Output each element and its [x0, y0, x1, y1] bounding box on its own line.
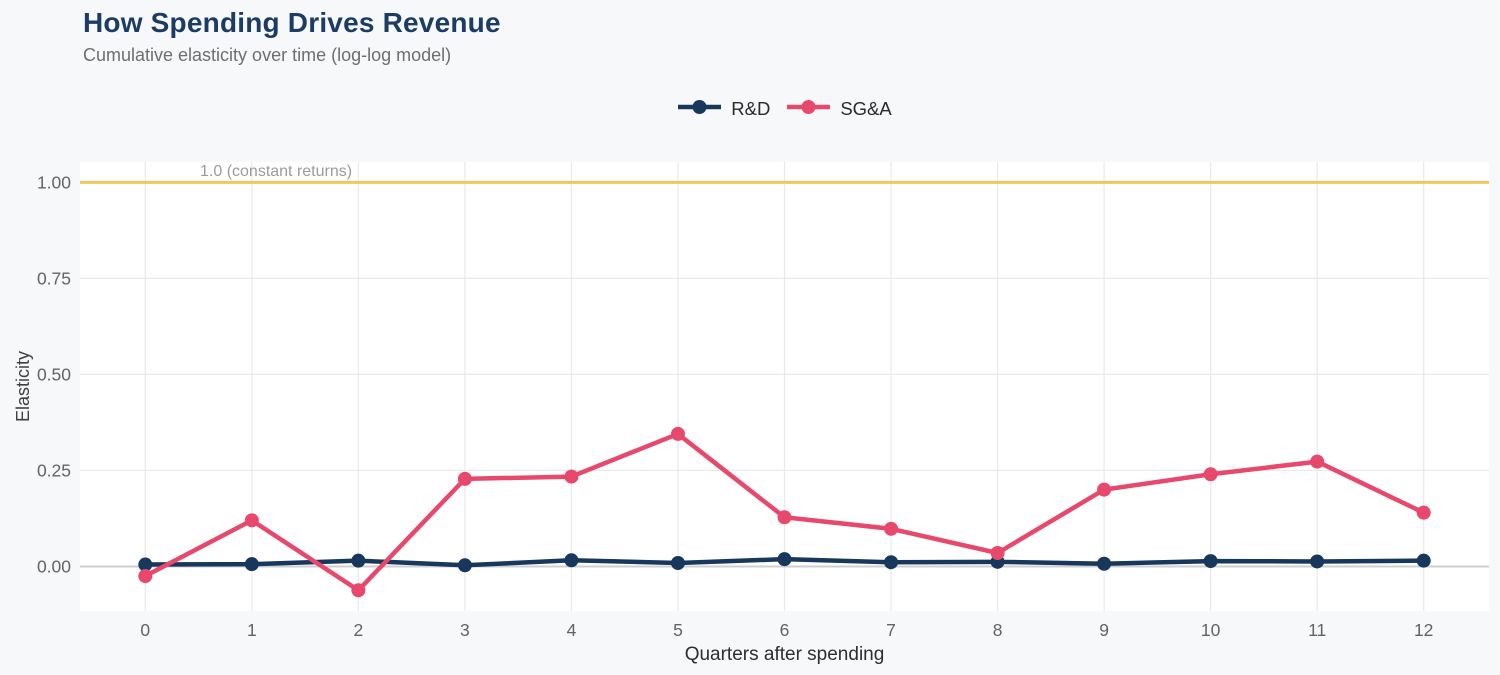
- rd-legend-label: R&D: [731, 98, 771, 119]
- series-1-point[interactable]: [670, 426, 685, 441]
- legend-item-rd[interactable]: R&D: [677, 98, 770, 120]
- series-1-point[interactable]: [990, 546, 1005, 561]
- y-tick-label: 0.25: [37, 460, 71, 480]
- series-0-point[interactable]: [1310, 554, 1325, 569]
- x-tick-label: 5: [673, 620, 683, 640]
- legend: R&D SG&A: [80, 98, 1489, 120]
- x-axis-title: Quarters after spending: [685, 644, 885, 665]
- y-tick-label: 1.00: [37, 172, 71, 192]
- series-1-point[interactable]: [1097, 482, 1112, 497]
- series-1-point[interactable]: [244, 513, 259, 528]
- x-tick-label: 4: [567, 620, 577, 640]
- x-tick-label: 2: [354, 620, 364, 640]
- x-tick-label: 8: [993, 620, 1003, 640]
- series-0-point[interactable]: [1097, 556, 1112, 571]
- series-1-point[interactable]: [1310, 454, 1325, 469]
- series-1-point[interactable]: [457, 471, 472, 486]
- series-0-point[interactable]: [457, 558, 472, 573]
- chart-title: How Spending Drives Revenue: [83, 7, 501, 38]
- legend-item-sga[interactable]: SG&A: [786, 98, 892, 120]
- x-tick-label: 3: [460, 620, 470, 640]
- x-tick-label: 9: [1099, 620, 1109, 640]
- series-0-point[interactable]: [244, 557, 259, 572]
- series-0-point[interactable]: [1416, 553, 1431, 568]
- x-tick-label: 1: [247, 620, 257, 640]
- sga-legend-label: SG&A: [840, 98, 892, 119]
- series-1-point[interactable]: [138, 569, 153, 584]
- y-tick-label: 0.00: [37, 556, 71, 576]
- series-1-point[interactable]: [1416, 505, 1431, 520]
- series-0-point[interactable]: [670, 555, 685, 570]
- series-0-point[interactable]: [351, 553, 366, 568]
- y-axis-title: Elasticity: [13, 351, 33, 422]
- y-tick-label: 0.75: [37, 268, 71, 288]
- x-tick-label: 0: [140, 620, 150, 640]
- series-1-point[interactable]: [777, 510, 792, 525]
- x-tick-label: 10: [1201, 620, 1221, 640]
- series-0-point[interactable]: [138, 557, 153, 572]
- x-tick-label: 6: [780, 620, 790, 640]
- series-0-point[interactable]: [564, 553, 579, 568]
- series-1-point[interactable]: [1203, 467, 1218, 482]
- series-0-point[interactable]: [884, 555, 899, 570]
- reference-line-label: 1.0 (constant returns): [200, 163, 352, 180]
- series-1-point[interactable]: [884, 521, 899, 536]
- series-0-point[interactable]: [777, 552, 792, 567]
- sga-line-marker-icon: [786, 99, 831, 120]
- x-tick-label: 12: [1414, 620, 1433, 640]
- chart-subtitle: Cumulative elasticity over time (log-log…: [83, 45, 452, 65]
- rd-line-marker-icon: [677, 99, 722, 120]
- y-tick-label: 0.50: [37, 364, 71, 384]
- series-1-point[interactable]: [564, 469, 579, 484]
- series-1-point[interactable]: [351, 583, 366, 598]
- series-0-point[interactable]: [1203, 554, 1218, 569]
- x-tick-label: 11: [1308, 620, 1326, 640]
- x-tick-label: 7: [886, 620, 896, 640]
